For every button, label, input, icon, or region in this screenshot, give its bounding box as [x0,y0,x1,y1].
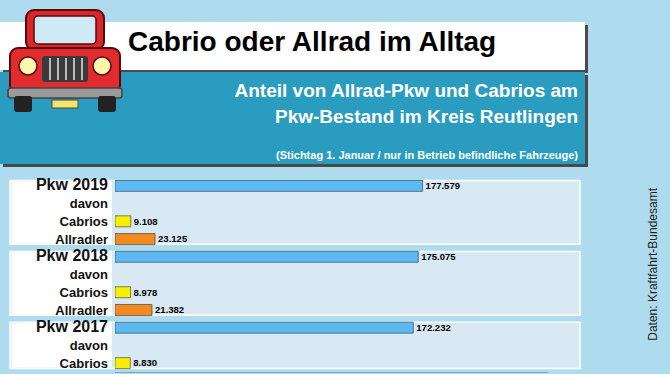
html-text:Pkw-Bestand im Kreis Reutlinge: Pkw-Bestand im Kreis Reutlingen [275,106,578,127]
svg-text:175.075: 175.075 [421,251,456,262]
svg-text:Cabrios: Cabrios [60,214,108,229]
svg-text:Cabrios: Cabrios [60,285,108,300]
svg-text:davon: davon [70,338,108,353]
svg-text:21.382: 21.382 [155,304,184,315]
html-text:Cabrio oder Allrad im Alltag: Cabrio oder Allrad im Alltag [128,26,497,57]
svg-text:Pkw 2018: Pkw 2018 [36,247,108,264]
svg-text:177.579: 177.579 [426,180,460,191]
svg-text:9.108: 9.108 [134,216,158,227]
html-text:Daten: Kraftfahrt-Bundesamt: Daten: Kraftfahrt-Bundesamt [646,188,660,341]
svg-text:Cabrios: Cabrios [60,356,108,371]
svg-text:Allradler: Allradler [55,303,108,318]
svg-text:23.125: 23.125 [158,233,188,244]
svg-text:8.978: 8.978 [134,287,158,298]
svg-text:Pkw 2019: Pkw 2019 [36,176,108,193]
html-text:(Stichtag 1. Januar / nur in B: (Stichtag 1. Januar / nur in Betrieb bef… [276,149,578,161]
html-text:Anteil von Allrad-Pkw und Cabr: Anteil von Allrad-Pkw und Cabrios am [234,80,578,101]
svg-text:Allradler: Allradler [55,232,108,247]
svg-text:172.232: 172.232 [416,322,450,333]
svg-text:8.830: 8.830 [133,357,157,368]
svg-text:davon: davon [70,267,108,282]
svg-text:Pkw 2017: Pkw 2017 [36,318,108,335]
svg-text:davon: davon [70,196,108,211]
